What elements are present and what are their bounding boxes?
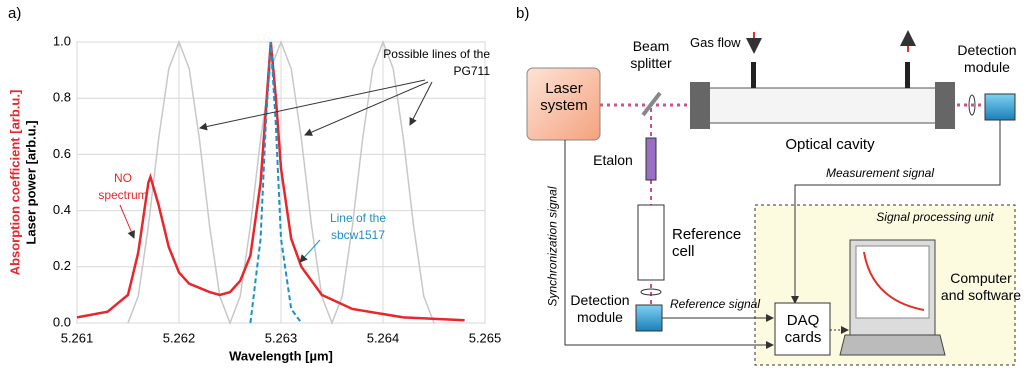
x-tick-label: 5.265	[469, 330, 502, 345]
y-tick-label: 0.4	[53, 202, 71, 217]
annotation: Possible lines of the PG711	[383, 47, 490, 78]
daq-box	[774, 302, 831, 356]
x-tick-label: 5.262	[163, 330, 196, 345]
line-series	[127, 39, 435, 326]
y-tick-label: 0.2	[53, 258, 71, 273]
sync-label: Synchronization signal	[545, 186, 560, 307]
annotation-arrow	[304, 81, 429, 136]
annotation-arrow	[409, 81, 433, 126]
inlet	[751, 62, 756, 88]
spu-label: Signal processing unit	[876, 210, 994, 224]
lens	[640, 288, 662, 296]
daq-label: DAQ cards	[784, 312, 822, 346]
cell-label: Reference cell	[672, 226, 742, 260]
y-tick-label: 0.8	[53, 90, 71, 105]
laser-label: Laser system	[540, 80, 588, 114]
annotation-arrow	[299, 239, 321, 263]
cavity-label: Optical cavity	[785, 136, 875, 153]
keyboard	[839, 334, 946, 356]
x-axis-label: Wavelength [µm]	[229, 348, 333, 363]
y-axis-label: Laser power [arb.u.]	[23, 120, 38, 244]
measurement-label: Measurement signal	[825, 166, 935, 180]
line-series	[249, 41, 303, 324]
etalon	[645, 137, 657, 181]
panel-label: b)	[516, 5, 529, 22]
screen	[855, 245, 930, 319]
splitter-label: Beam splitter	[630, 38, 672, 71]
reference-label: Reference signal	[669, 297, 761, 311]
y-tick-label: 1.0	[53, 33, 71, 48]
signal-line	[564, 140, 774, 349]
reference-cell	[637, 204, 665, 281]
detector	[984, 93, 1016, 121]
cavity	[699, 87, 946, 124]
gas-label: Gas flow	[690, 35, 741, 50]
detector-label: Detection module	[957, 42, 1017, 75]
annotation: Line of the sbcw1517	[329, 211, 387, 242]
detector	[635, 304, 663, 332]
mirror	[935, 82, 955, 129]
computer-label: Computer and software	[940, 270, 1022, 303]
signal-line	[791, 120, 1001, 304]
annotation-arrow	[119, 204, 135, 239]
outlet	[905, 62, 910, 88]
x-tick-label: 5.264	[367, 330, 400, 345]
plot: 0.0 0.2 0.4 0.6 0.8 1.0 5.261 5.262 5.263 5.264 5.…	[7, 33, 501, 363]
screen-curve	[863, 251, 925, 311]
laser-box	[526, 67, 601, 141]
y-tick-label: 0.0	[53, 314, 71, 329]
lens	[968, 94, 976, 116]
etalon-label: Etalon	[593, 152, 633, 168]
detector-label: Detection module	[570, 292, 630, 325]
diagram	[526, 30, 1016, 366]
x-tick-label: 5.263	[265, 330, 298, 345]
y-tick-label: 0.6	[53, 146, 71, 161]
mirror	[690, 82, 710, 129]
annotation-arrow	[199, 79, 426, 131]
y-axis-label: Absorption coefficient [arb.u.]	[7, 90, 22, 276]
annotation: NO spectrum	[98, 171, 148, 202]
x-tick-label: 5.261	[61, 330, 94, 345]
beam-splitter	[641, 91, 662, 117]
panel-label: a)	[8, 5, 21, 22]
